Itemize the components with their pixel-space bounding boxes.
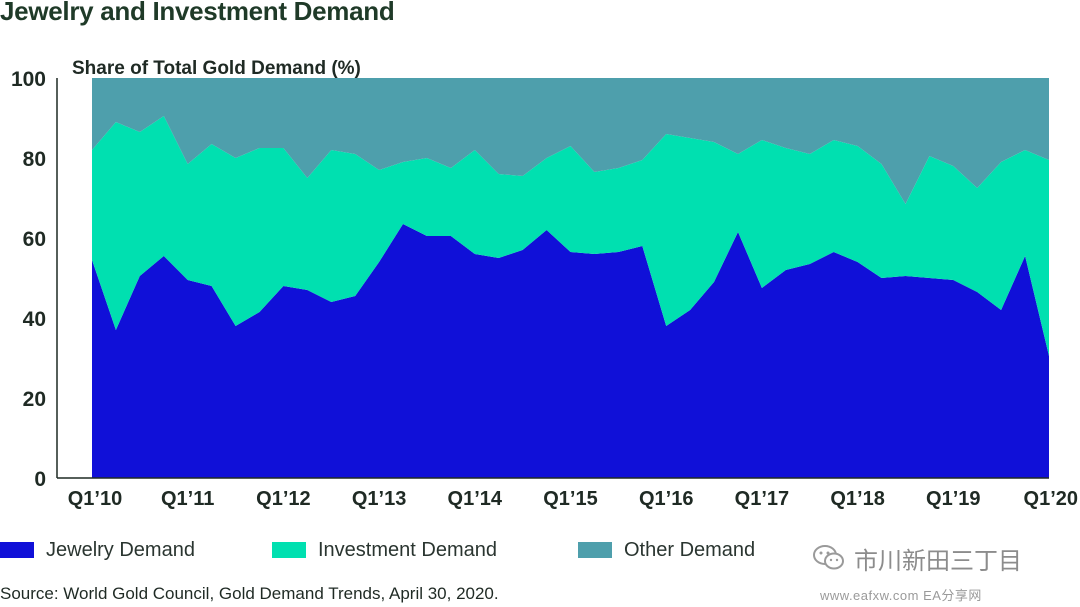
x-tick-label: Q1’11 [161, 488, 214, 510]
chart-title: Jewelry and Investment Demand [0, 0, 395, 26]
legend-item-investment: Investment Demand [272, 536, 497, 564]
y-tick-label: 100 [11, 68, 46, 91]
legend: Jewelry Demand Investment Demand Other D… [0, 536, 800, 564]
y-tick-labels: 0 20 40 60 80 100 [11, 68, 46, 491]
x-tick-label: Q1’20 [1024, 488, 1078, 510]
y-tick-label: 0 [34, 468, 46, 491]
legend-label-jewelry: Jewelry Demand [46, 538, 195, 561]
legend-item-jewelry: Jewelry Demand [0, 536, 195, 564]
y-axis-label: Share of Total Gold Demand (%) [72, 58, 361, 79]
source-note: Source: World Gold Council, Gold Demand … [0, 584, 499, 603]
y-tick-label: 40 [23, 308, 46, 331]
wechat-icon [813, 545, 844, 570]
area-jewelry-demand [92, 224, 1049, 478]
area-investment-demand [92, 116, 1049, 356]
x-tick-label: Q1’19 [926, 488, 980, 510]
legend-swatch-other [578, 542, 612, 558]
legend-label-other: Other Demand [624, 538, 756, 561]
chart-axes [56, 78, 1049, 479]
x-tick-label: Q1’17 [735, 488, 789, 510]
legend-label-investment: Investment Demand [318, 538, 497, 561]
x-tick-label: Q1’12 [256, 488, 310, 510]
x-tick-label: Q1’10 [68, 488, 122, 510]
x-tick-label: Q1’15 [543, 488, 597, 510]
area-other-demand [92, 78, 1049, 204]
x-tick-labels: Q1’10 Q1’11 Q1’12 Q1’13 Q1’14 Q1’15 Q1’16 Q1’17… [68, 488, 1078, 510]
legend-item-other: Other Demand [578, 536, 755, 564]
y-tick-label: 80 [23, 148, 46, 171]
y-tick-label: 20 [23, 388, 46, 411]
chart-areas [92, 78, 1049, 478]
x-tick-label: Q1’16 [639, 488, 693, 510]
watermark: 市川新田三丁目 [812, 540, 1022, 576]
y-tick-label: 60 [23, 228, 46, 251]
watermark-text: 市川新田三丁目 [854, 547, 1022, 575]
x-tick-label: Q1’18 [830, 488, 884, 510]
legend-swatch-investment [272, 542, 306, 558]
watermark-url: www.eafxw.com EA分享网 [820, 588, 982, 603]
x-tick-label: Q1’14 [448, 488, 503, 510]
legend-swatch-jewelry [0, 542, 34, 558]
x-tick-label: Q1’13 [352, 488, 406, 510]
